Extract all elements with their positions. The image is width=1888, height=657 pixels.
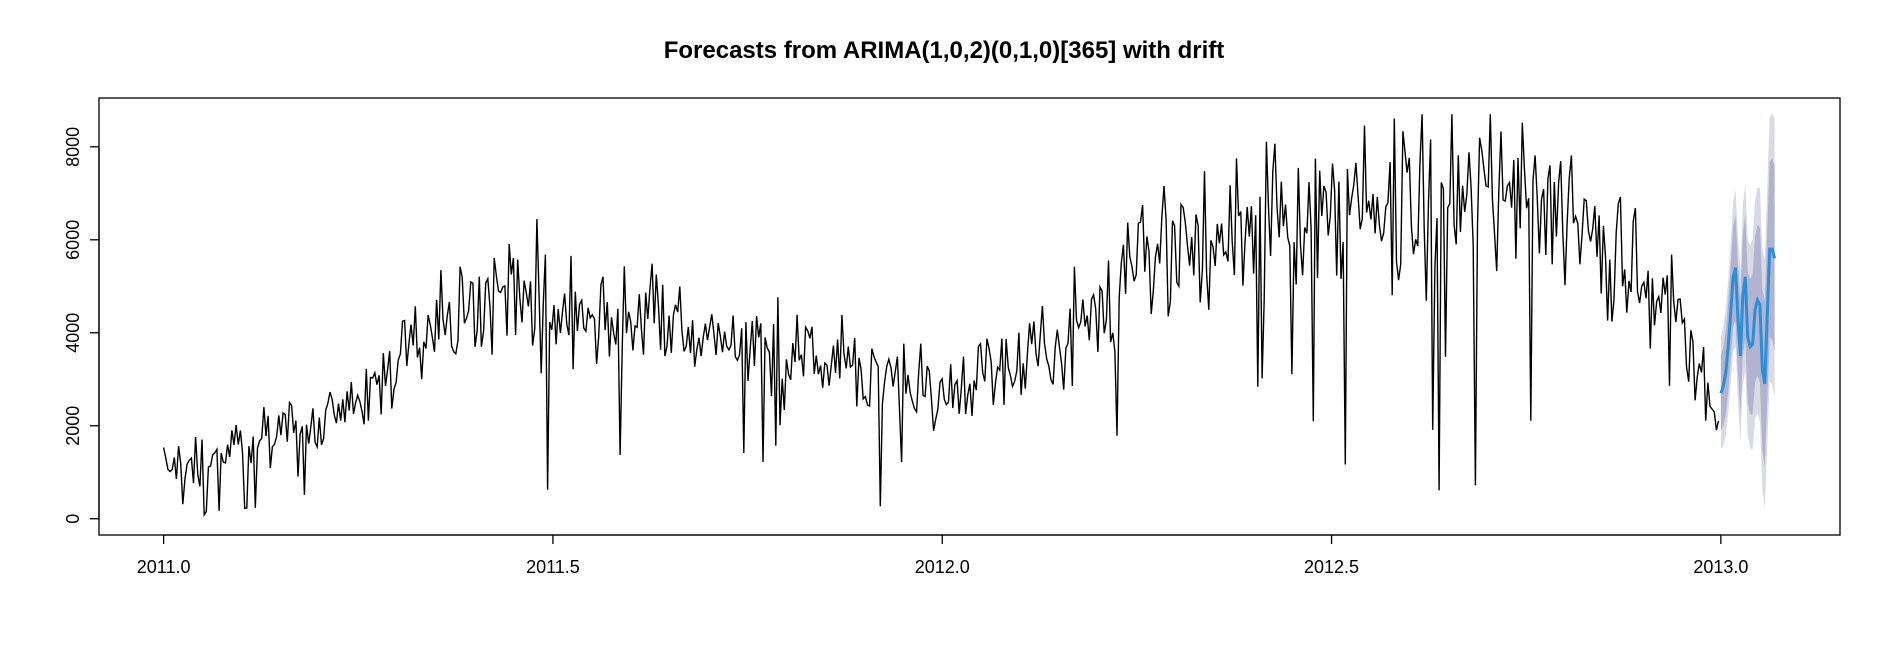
y-tick-label: 8000 bbox=[63, 127, 83, 167]
x-tick-label: 2011.0 bbox=[137, 557, 191, 577]
history-series bbox=[162, 114, 1720, 518]
x-tick-label: 2012.0 bbox=[915, 557, 970, 577]
y-tick-label: 4000 bbox=[63, 313, 83, 353]
y-tick-label: 0 bbox=[63, 514, 83, 524]
plot-frame bbox=[98, 97, 1841, 536]
x-tick-label: 2012.5 bbox=[1304, 557, 1359, 577]
forecast-series bbox=[1719, 247, 1777, 394]
history-line bbox=[162, 114, 1720, 518]
y-tick-label: 2000 bbox=[63, 406, 83, 446]
x-axis: 2011.0 2011.5 2012.0 2012.5 2013.0 bbox=[137, 534, 1748, 577]
y-tick-label: 6000 bbox=[63, 220, 83, 260]
x-tick-label: 2013.0 bbox=[1693, 557, 1748, 577]
y-axis: 0 2000 4000 6000 8000 bbox=[63, 127, 100, 524]
x-tick-label: 2011.5 bbox=[526, 557, 580, 577]
forecast-mean-line bbox=[1719, 247, 1777, 394]
chart-title: Forecasts from ARIMA(1,0,2)(0,1,0)[365] … bbox=[664, 37, 1225, 64]
